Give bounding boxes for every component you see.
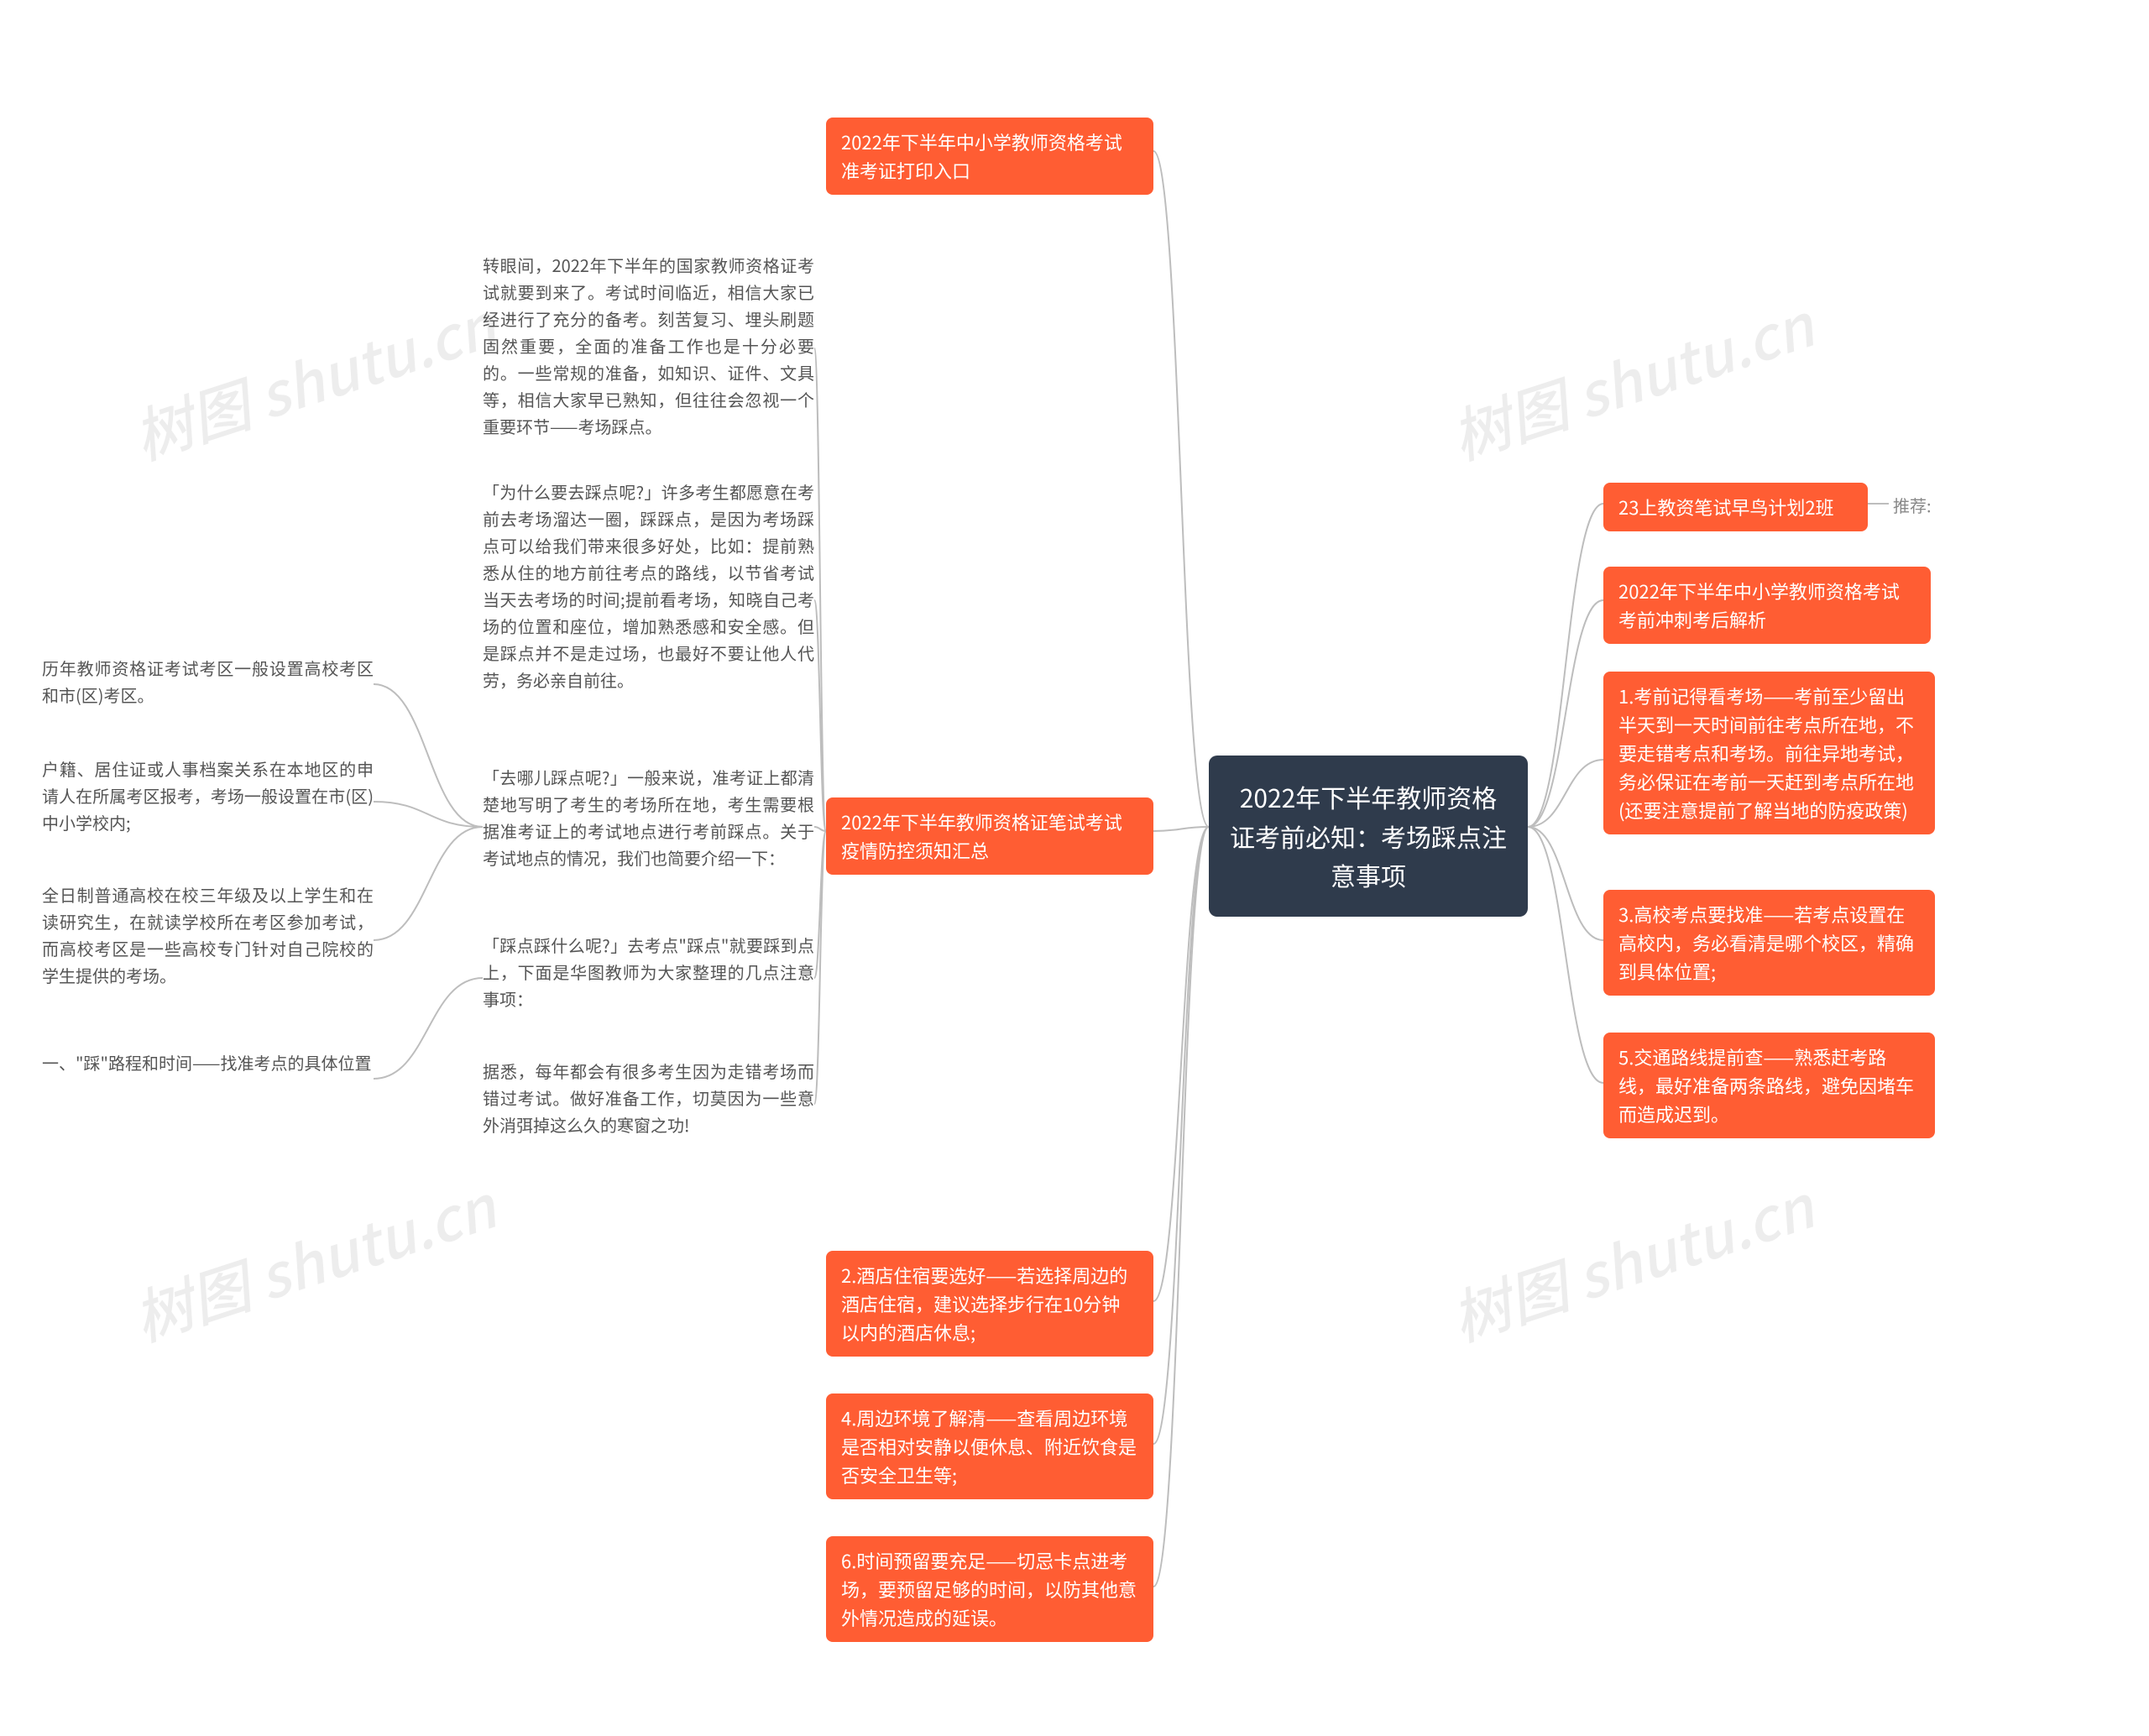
topic-right-earlybird-class[interactable]: 23上教资笔试早鸟计划2班 [1603, 483, 1868, 531]
side-label-recommend: 推荐: [1893, 493, 1932, 517]
watermark: 树图 shutu.cn [122, 280, 505, 476]
topic-left-prevention-summary[interactable]: 2022年下半年教师资格证笔试考试疫情防控须知汇总 [826, 797, 1153, 875]
topic-right-college-venue[interactable]: 3.高校考点要找准——若考点设置在高校内，务必看清是哪个校区，精确到具体位置; [1603, 890, 1935, 996]
topic-right-sprint-analysis[interactable]: 2022年下半年中小学教师资格考试考前冲刺考后解析 [1603, 567, 1931, 644]
text-intro: 转眼间，2022年下半年的国家教师资格证考试就要到来了。考试时间临近，相信大家已… [483, 252, 814, 440]
topic-right-traffic-route[interactable]: 5.交通路线提前查——熟悉赶考路线，最好准备两条路线，避免因堵车而造成迟到。 [1603, 1033, 1935, 1138]
root-node: 2022年下半年教师资格证考前必知：考场踩点注意事项 [1209, 756, 1528, 917]
text-college-zone: 全日制普通高校在校三年级及以上学生和在读研究生，在就读学校所在考区参加考试，而高… [42, 881, 374, 989]
text-route-time: 一、"踩"路程和时间——找准考点的具体位置 [42, 1049, 374, 1076]
text-conclusion: 据悉，每年都会有很多考生因为走错考场而错过考试。做好准备工作，切莫因为一些意外消… [483, 1058, 814, 1138]
text-where-scout: 「去哪儿踩点呢?」一般来说，准考证上都清楚地写明了考生的考场所在地，考生需要根据… [483, 764, 814, 871]
topic-left-environment[interactable]: 4.周边环境了解清——查看周边环境是否相对安静以便休息、附近饮食是否安全卫生等; [826, 1394, 1153, 1499]
text-exam-zones: 历年教师资格证考试考区一般设置高校考区和市(区)考区。 [42, 655, 374, 709]
watermark: 树图 shutu.cn [1440, 1161, 1822, 1357]
text-why-scout: 「为什么要去踩点呢?」许多考生都愿意在考前去考场溜达一圈，踩踩点，是因为考场踩点… [483, 478, 814, 693]
text-what-scout: 「踩点踩什么呢?」去考点"踩点"就要踩到点上，下面是华图教师为大家整理的几点注意… [483, 932, 814, 1012]
topic-right-see-venue[interactable]: 1.考前记得看考场——考前至少留出半天到一天时间前往考点所在地，不要走错考点和考… [1603, 672, 1935, 834]
topic-left-hotel[interactable]: 2.酒店住宿要选好——若选择周边的酒店住宿，建议选择步行在10分钟以内的酒店休息… [826, 1251, 1153, 1357]
text-residence-zone: 户籍、居住证或人事档案关系在本地区的申请人在所属考区报考，考场一般设置在市(区)… [42, 756, 374, 836]
topic-left-time-reserve[interactable]: 6.时间预留要充足——切忌卡点进考场，要预留足够的时间，以防其他意外情况造成的延… [826, 1536, 1153, 1642]
watermark: 树图 shutu.cn [122, 1161, 505, 1357]
topic-left-print-entry[interactable]: 2022年下半年中小学教师资格考试准考证打印入口 [826, 118, 1153, 195]
watermark: 树图 shutu.cn [1440, 280, 1822, 476]
